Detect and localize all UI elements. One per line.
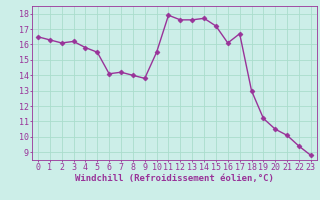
X-axis label: Windchill (Refroidissement éolien,°C): Windchill (Refroidissement éolien,°C) <box>75 174 274 183</box>
